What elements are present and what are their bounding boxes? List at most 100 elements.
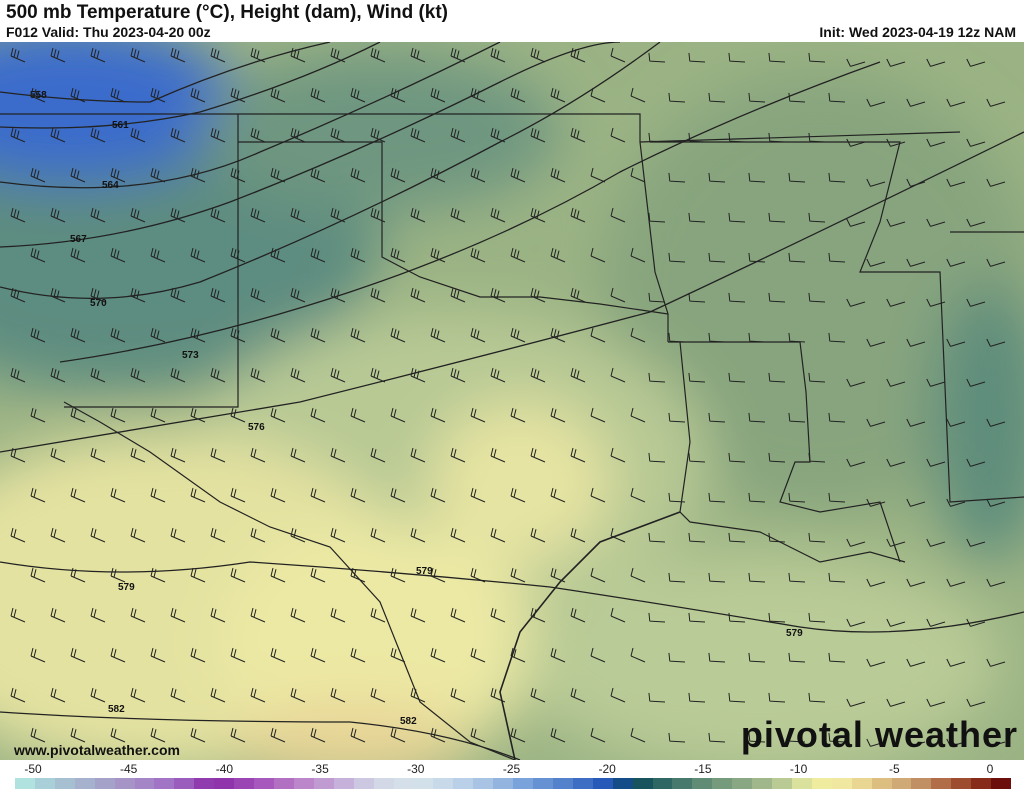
colorbar-cell (692, 778, 713, 789)
wind-barb (748, 252, 766, 263)
website-url[interactable]: www.pivotalweather.com (14, 742, 180, 758)
wind-barb (708, 492, 726, 503)
colorbar-cell (991, 778, 1012, 789)
wind-barb (966, 458, 986, 467)
wind-barb (926, 298, 946, 307)
wind-barb (630, 167, 646, 183)
wind-barb (946, 418, 966, 427)
wind-barb (688, 452, 706, 463)
wind-barb (846, 58, 866, 67)
wind-barb (90, 127, 106, 143)
wind-barb (510, 567, 526, 583)
wind-barb (886, 538, 906, 547)
wind-barb (986, 498, 1006, 507)
pivotal-weather-logo: pivotal weather (740, 714, 1018, 755)
wind-barb (170, 447, 186, 463)
wind-barb (788, 172, 806, 183)
wind-barb (768, 372, 786, 383)
temperature-fill (0, 42, 1024, 760)
wind-barb (610, 687, 626, 703)
wind-barb (110, 487, 126, 503)
wind-barb (10, 687, 26, 703)
wind-barb (610, 607, 626, 623)
wind-barb (110, 327, 126, 343)
colorbar-cell (373, 778, 394, 789)
wind-barb (250, 127, 266, 143)
wind-barb (450, 207, 466, 223)
wind-barb (210, 527, 226, 543)
wind-barb (550, 647, 566, 663)
wind-barb (966, 378, 986, 387)
wind-barb (370, 447, 386, 463)
wind-barb (210, 447, 226, 463)
wind-barb (50, 47, 66, 63)
wind-barb (708, 572, 726, 583)
wind-barb (150, 247, 166, 263)
wind-barb (70, 87, 86, 103)
contour-label: 579 (416, 566, 433, 577)
wind-barb (610, 47, 626, 63)
wind-barb (550, 87, 566, 103)
wind-barb (110, 87, 126, 103)
wind-barb (370, 47, 386, 63)
wind-barb (210, 687, 226, 703)
wind-barb (986, 338, 1006, 347)
wind-barb (390, 247, 406, 263)
wind-barb (130, 447, 146, 463)
wind-barb (290, 127, 306, 143)
wind-barb (768, 452, 786, 463)
wind-barb (748, 172, 766, 183)
wind-barb (210, 287, 226, 303)
wind-barb (630, 247, 646, 263)
wind-barb (350, 407, 366, 423)
wind-barb (350, 327, 366, 343)
wind-barb (330, 447, 346, 463)
wind-barb (906, 418, 926, 427)
wind-barb (390, 647, 406, 663)
wind-barb (886, 698, 906, 707)
wind-barb (310, 727, 326, 743)
colorbar-cell (971, 778, 992, 789)
wind-barb (470, 87, 486, 103)
wind-barb (590, 327, 606, 343)
contour-label: 579 (118, 582, 135, 593)
colorbar-cell (752, 778, 773, 789)
wind-barb (450, 47, 466, 63)
wind-barb (370, 207, 386, 223)
wind-barb (30, 647, 46, 663)
wind-barb (490, 127, 506, 143)
wind-barb (946, 498, 966, 507)
wind-barb (30, 87, 46, 103)
colorbar-cell (732, 778, 753, 789)
wind-barb (90, 287, 106, 303)
wind-barb (748, 92, 766, 103)
wind-barb (668, 572, 686, 583)
colorbar-cell (473, 778, 494, 789)
wind-barb (370, 367, 386, 383)
wind-barb (470, 327, 486, 343)
wind-barb (350, 247, 366, 263)
wind-barb (250, 447, 266, 463)
wind-barb (170, 367, 186, 383)
wind-barb (866, 258, 886, 267)
wind-barb (590, 727, 606, 743)
wind-barb (630, 327, 646, 343)
wind-barb (50, 447, 66, 463)
wind-barb (330, 127, 346, 143)
colorbar-cell (951, 778, 972, 789)
wind-barb (310, 647, 326, 663)
wind-barb (728, 372, 746, 383)
wind-barb (590, 167, 606, 183)
contour-label: 579 (786, 628, 803, 639)
wind-barb (230, 407, 246, 423)
contour-label: 561 (112, 120, 129, 131)
colorbar-tick: -25 (502, 762, 521, 776)
wind-barb (630, 727, 646, 743)
wind-barb (550, 487, 566, 503)
contour-label: 564 (102, 180, 119, 191)
wind-barb (470, 727, 486, 743)
wind-barb (350, 167, 366, 183)
colorbar-cell (313, 778, 334, 789)
wind-barb (748, 572, 766, 583)
wind-barb (630, 487, 646, 503)
